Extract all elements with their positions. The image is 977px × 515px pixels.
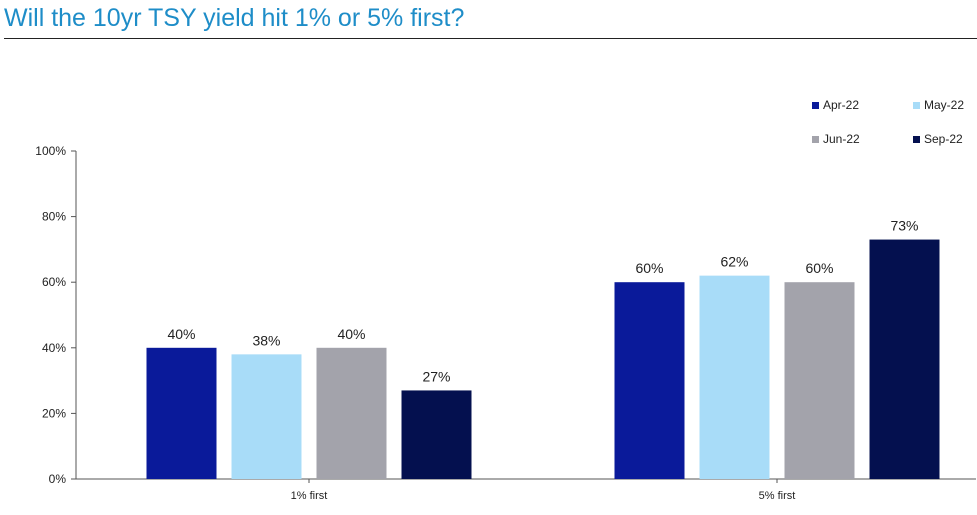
legend-label: Apr-22: [823, 98, 859, 112]
title-divider: [4, 38, 977, 39]
bar: [699, 275, 770, 479]
bar: [146, 347, 217, 479]
y-tick-label: 0%: [49, 472, 67, 486]
legend-swatch: [812, 136, 819, 143]
legend-label: May-22: [924, 98, 964, 112]
y-tick-label: 20%: [42, 406, 66, 420]
legend-label: Sep-22: [924, 132, 963, 146]
bar: [784, 282, 855, 479]
y-tick-label: 40%: [42, 341, 66, 355]
legend-swatch: [913, 136, 920, 143]
bar: [614, 282, 685, 479]
bar: [231, 354, 302, 479]
bar: [401, 390, 472, 479]
bar-value-label: 73%: [890, 218, 918, 234]
bar-value-label: 38%: [252, 332, 280, 348]
legend-label: Jun-22: [823, 132, 860, 146]
bar: [316, 347, 387, 479]
bar-value-label: 27%: [422, 368, 450, 384]
x-tick-label: 5% first: [759, 490, 796, 502]
bar-value-label: 40%: [167, 326, 195, 342]
chart-title: Will the 10yr TSY yield hit 1% or 5% fir…: [4, 4, 465, 32]
bar-value-label: 62%: [720, 254, 748, 270]
bar-value-label: 60%: [805, 260, 833, 276]
bar: [869, 239, 940, 479]
x-tick-label: 1% first: [291, 490, 328, 502]
bar-value-label: 40%: [337, 326, 365, 342]
legend-swatch: [913, 102, 920, 109]
legend-swatch: [812, 102, 819, 109]
y-tick-label: 100%: [35, 144, 66, 158]
y-tick-label: 60%: [42, 275, 66, 289]
y-tick-label: 80%: [42, 210, 66, 224]
bar-value-label: 60%: [635, 260, 663, 276]
